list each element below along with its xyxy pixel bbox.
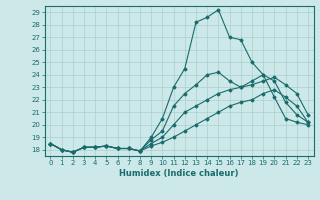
X-axis label: Humidex (Indice chaleur): Humidex (Indice chaleur) [119,169,239,178]
